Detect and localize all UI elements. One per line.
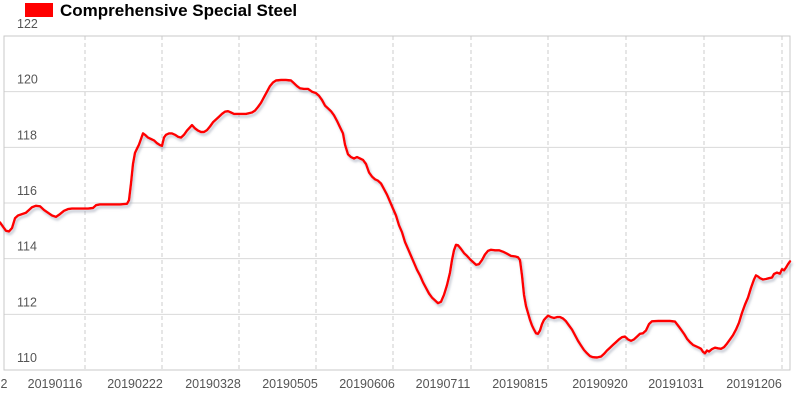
x-axis-label: 2	[1, 377, 8, 391]
x-axis-label: 20190815	[492, 377, 548, 391]
x-axis-label: 20190711	[416, 377, 471, 391]
series-line[interactable]	[0, 78, 792, 359]
x-axis-label: 20190505	[262, 377, 318, 391]
legend-swatch[interactable]	[25, 3, 53, 17]
x-axis-label: 20190116	[28, 377, 83, 391]
x-axis-label: 20190328	[185, 377, 241, 391]
y-axis-label: 116	[17, 184, 37, 198]
y-axis-label: 110	[17, 351, 37, 365]
x-axis-label: 20190606	[339, 377, 395, 391]
chart-title[interactable]: Comprehensive Special Steel	[60, 1, 298, 20]
y-axis-label: 112	[17, 295, 37, 309]
chart-header: Comprehensive Special Steel	[0, 0, 800, 24]
plot-border	[3, 35, 791, 371]
x-axis-label: 20191031	[648, 377, 704, 391]
x-axis-label: 20190222	[107, 377, 163, 391]
y-axis-label: 120	[17, 73, 38, 87]
y-axis-label: 114	[17, 240, 37, 254]
y-axis-label: 118	[17, 128, 37, 142]
x-axis-label: 20190920	[572, 377, 628, 391]
x-axis-label: 20191206	[726, 377, 782, 391]
y-axis-label: 122	[17, 17, 38, 31]
